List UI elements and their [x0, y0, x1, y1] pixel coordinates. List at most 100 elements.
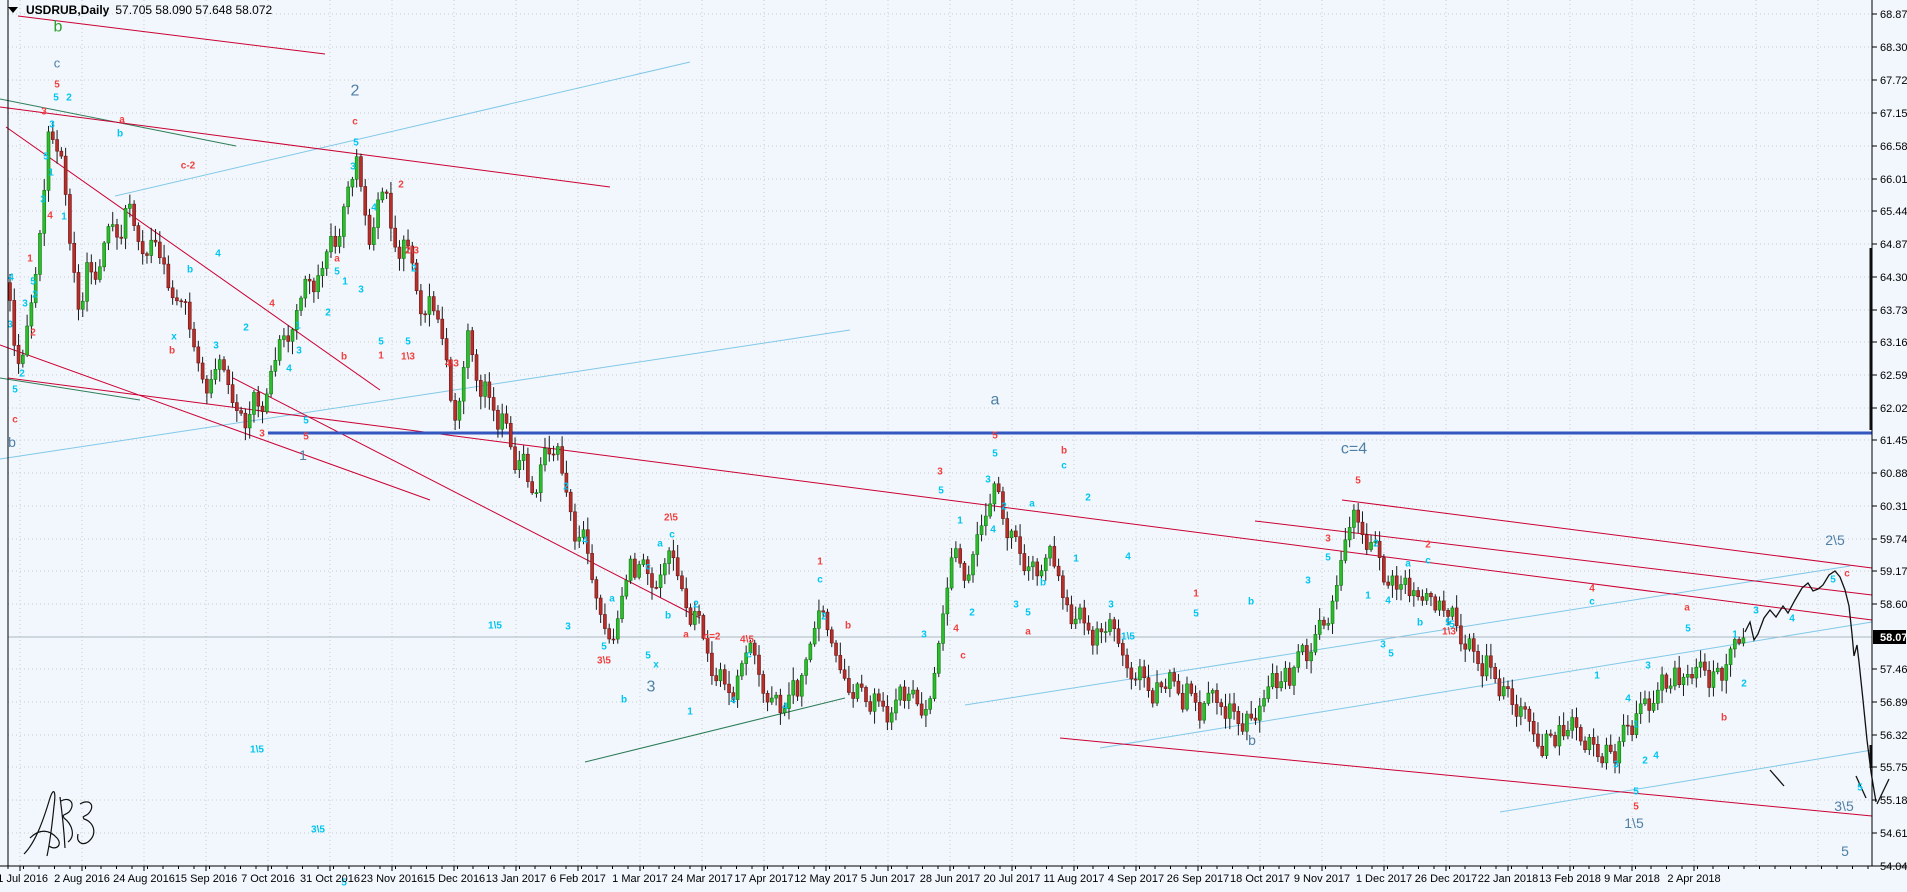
wave-label: c — [960, 651, 966, 662]
wave-label: 1\5 — [1624, 815, 1644, 831]
svg-text:11 Jul 2016: 11 Jul 2016 — [0, 873, 48, 885]
current-price-tag — [1873, 630, 1906, 644]
wave-label: 5 — [992, 431, 998, 442]
wave-label: 2 — [969, 608, 975, 619]
svg-text:64.304: 64.304 — [1880, 272, 1907, 284]
svg-text:67.154: 67.154 — [1880, 108, 1907, 120]
svg-text:1 Mar 2017: 1 Mar 2017 — [612, 873, 668, 885]
wave-label: 5 — [1633, 802, 1639, 813]
wave-label: 4 — [782, 702, 788, 713]
wave-label: 2 — [243, 323, 249, 334]
wave-label: 3 — [937, 467, 943, 478]
svg-text:54.614: 54.614 — [1880, 828, 1907, 840]
wave-label: 1\5 — [250, 745, 264, 756]
svg-text:5 Jun 2017: 5 Jun 2017 — [861, 873, 915, 885]
wave-label: 4 — [215, 249, 221, 260]
wave-label: 2 — [1085, 493, 1091, 504]
wave-label: 3\5 — [1834, 798, 1854, 814]
svg-text:28 Jun 2017: 28 Jun 2017 — [920, 873, 981, 885]
wave-label: 2 — [66, 93, 72, 104]
wave-label: b — [1248, 732, 1256, 748]
wave-label: 3\5 — [311, 825, 325, 836]
wave-label: c — [12, 415, 18, 426]
wave-label: 1 — [1365, 591, 1371, 602]
svg-text:22 Jan 2018: 22 Jan 2018 — [1478, 873, 1539, 885]
wave-label: 5 — [53, 93, 59, 104]
wave-label: 5 — [938, 486, 944, 497]
wave-label: b — [1040, 578, 1046, 589]
wave-label: 5 — [378, 337, 384, 348]
svg-text:62.594: 62.594 — [1880, 370, 1907, 382]
wave-label: 5 — [1025, 608, 1031, 619]
wave-label: a — [1684, 603, 1690, 614]
svg-text:63.164: 63.164 — [1880, 337, 1907, 349]
svg-text:23 Nov 2016: 23 Nov 2016 — [361, 873, 423, 885]
wave-label: 5 — [1325, 553, 1331, 564]
svg-text:12 May 2017: 12 May 2017 — [794, 873, 858, 885]
wave-label: 1 — [61, 212, 67, 223]
svg-text:68.879: 68.879 — [1880, 9, 1907, 21]
wave-label: 4 — [730, 696, 736, 707]
wave-label: 5 — [341, 878, 347, 889]
wave-label: 3 — [1108, 600, 1114, 611]
symbol-dropdown-icon[interactable] — [8, 7, 18, 13]
svg-text:9 Mar 2018: 9 Mar 2018 — [1604, 873, 1660, 885]
wave-label: 2\5 — [1825, 532, 1845, 548]
wave-label: c — [54, 56, 61, 71]
wave-label: b — [1061, 446, 1067, 457]
candles[interactable] — [8, 122, 1746, 774]
wave-label: 4\5 — [740, 635, 754, 646]
wave-label: 2 — [821, 612, 827, 623]
svg-text:1 Dec 2017: 1 Dec 2017 — [1356, 873, 1412, 885]
wave-label: 2 — [398, 180, 404, 191]
svg-text:24 Mar 2017: 24 Mar 2017 — [671, 873, 733, 885]
wave-label: 5 — [1355, 476, 1361, 487]
wave-label: 4 — [990, 525, 996, 536]
wave-label: 5 — [303, 432, 309, 443]
svg-text:67.724: 67.724 — [1880, 75, 1907, 87]
wave-label: 3 — [565, 622, 571, 633]
svg-text:65.444: 65.444 — [1880, 206, 1907, 218]
wave-label: b — [8, 434, 16, 450]
wave-label: a — [119, 115, 125, 126]
wave-label: 5 — [601, 642, 607, 653]
svg-text:55.184: 55.184 — [1880, 795, 1907, 807]
wave-label: 1 — [817, 557, 823, 568]
svg-text:2 Apr 2018: 2 Apr 2018 — [1667, 873, 1720, 885]
wave-label: c — [669, 530, 675, 541]
wave-label: 3 — [1325, 534, 1331, 545]
wave-label: 5 — [1449, 620, 1455, 631]
svg-text:57.464: 57.464 — [1880, 664, 1907, 676]
wave-label: c — [746, 650, 752, 661]
svg-text:66.584: 66.584 — [1880, 141, 1907, 153]
wave-label: a — [991, 392, 1000, 409]
wave-label: 3 — [1753, 606, 1759, 617]
svg-text:54.044: 54.044 — [1880, 861, 1907, 873]
svg-text:20 Jul 2017: 20 Jul 2017 — [984, 873, 1041, 885]
wave-label: c — [1844, 569, 1850, 580]
wave-label: 5 — [1193, 609, 1199, 620]
wave-label: a — [334, 254, 340, 265]
price-axis[interactable]: 68.879 68.309 67.724 67.154 66.584 66.014 65.4… — [1872, 9, 1907, 873]
freehand-drawings[interactable] — [23, 248, 1890, 857]
svg-text:59.174: 59.174 — [1880, 566, 1907, 578]
wave-label: a — [683, 630, 689, 641]
svg-text:55.754: 55.754 — [1880, 762, 1907, 774]
wave-label: 2 — [1373, 539, 1379, 550]
svg-text:61.454: 61.454 — [1880, 435, 1907, 447]
wave-label: 2 — [325, 308, 331, 319]
wave-label: 5 — [1633, 787, 1639, 798]
wave-label: 1 — [299, 447, 307, 463]
wave-label: 4\3 — [445, 359, 459, 370]
wave-label: 5 — [1445, 618, 1451, 629]
wave-label: b — [1248, 597, 1254, 608]
wave-label: 4 — [47, 211, 53, 222]
wave-label: 4 — [953, 624, 959, 635]
svg-text:15 Dec 2016: 15 Dec 2016 — [423, 873, 485, 885]
wave-label: 5 — [1830, 575, 1836, 586]
wave-label: 4 — [582, 536, 588, 547]
wave-label: 3 — [358, 285, 364, 296]
